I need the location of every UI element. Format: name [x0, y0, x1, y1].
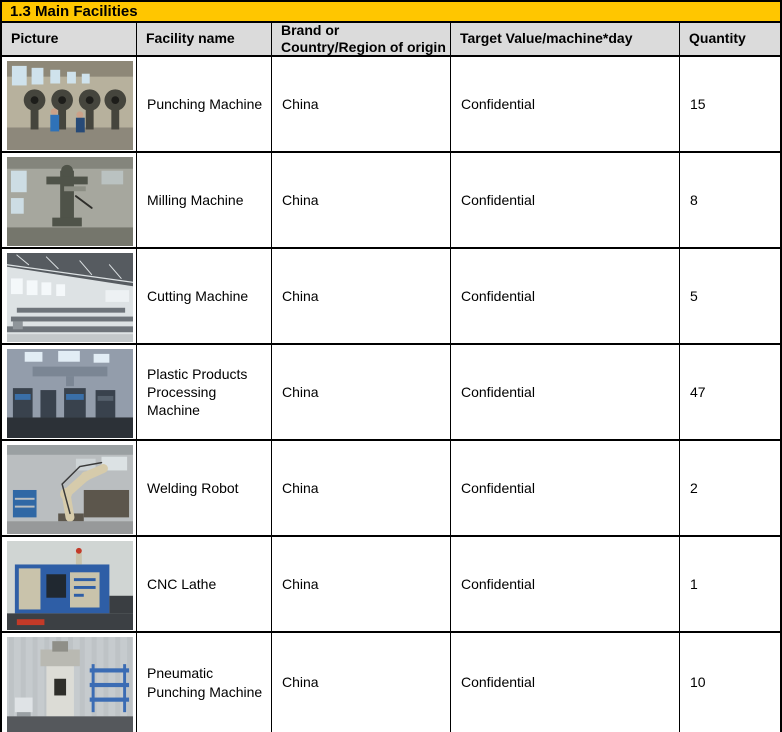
quantity-cell: 47: [690, 383, 706, 400]
brand-origin-cell: China: [272, 633, 451, 732]
quantity-cell: 2: [690, 479, 698, 496]
table-header-row: Picture Facility name Brand or Country/R…: [2, 23, 780, 57]
facility-name-cell: CNC Lathe: [137, 537, 272, 631]
column-header-facility-name: Facility name: [137, 23, 272, 55]
brand-origin-cell: China: [272, 441, 451, 535]
target-value-cell: Confidential: [451, 537, 680, 631]
picture-cell: [2, 345, 137, 439]
table-row: Welding Robot China Confidential 2: [2, 441, 780, 537]
target-value-cell: Confidential: [451, 633, 680, 732]
target-value-cell: Confidential: [451, 441, 680, 535]
target-value-cell: Confidential: [451, 249, 680, 343]
picture-cell: [2, 57, 137, 151]
picture-cell: [2, 249, 137, 343]
facility-name-cell: Welding Robot: [137, 441, 272, 535]
column-header-target-value: Target Value/machine*day: [451, 23, 680, 55]
picture-cell: [2, 153, 137, 247]
table-row: Pneumatic Punching Machine China Confide…: [2, 633, 780, 732]
punching-machine-photo: [7, 61, 133, 150]
facility-name-cell: Pneumatic Punching Machine: [137, 633, 272, 732]
brand-origin-cell: China: [272, 537, 451, 631]
section-title: 1.3 Main Facilities: [10, 3, 138, 20]
quantity-cell: 1: [690, 575, 698, 592]
table-row: Punching Machine China Confidential 15: [2, 57, 780, 153]
section-title-band: 1.3 Main Facilities: [2, 2, 780, 23]
column-header-brand-origin: Brand or Country/Region of origin: [272, 23, 451, 55]
brand-origin-cell: China: [272, 57, 451, 151]
table-row: Plastic Products Processing Machine Chin…: [2, 345, 780, 441]
pneumatic-punching-machine-photo: [7, 637, 133, 732]
table-row: Milling Machine China Confidential 8: [2, 153, 780, 249]
milling-machine-photo: [7, 157, 133, 246]
column-header-quantity: Quantity: [689, 30, 746, 47]
facility-name-cell: Plastic Products Processing Machine: [137, 345, 272, 439]
quantity-cell: 8: [690, 191, 698, 208]
brand-origin-cell: China: [272, 249, 451, 343]
target-value-cell: Confidential: [451, 153, 680, 247]
quantity-cell: 15: [690, 95, 706, 112]
cnc-lathe-photo: [7, 541, 133, 630]
brand-origin-cell: China: [272, 345, 451, 439]
picture-cell: [2, 633, 137, 732]
table-row: CNC Lathe China Confidential 1: [2, 537, 780, 633]
cutting-machine-photo: [7, 253, 133, 342]
picture-cell: [2, 441, 137, 535]
picture-cell: [2, 537, 137, 631]
brand-origin-cell: China: [272, 153, 451, 247]
facility-name-cell: Punching Machine: [137, 57, 272, 151]
table-row: Cutting Machine China Confidential 5: [2, 249, 780, 345]
facility-name-cell: Milling Machine: [137, 153, 272, 247]
target-value-cell: Confidential: [451, 345, 680, 439]
facility-name-cell: Cutting Machine: [137, 249, 272, 343]
column-header-picture: Picture: [2, 23, 137, 55]
quantity-cell: 10: [690, 674, 706, 691]
welding-robot-photo: [7, 445, 133, 534]
plastic-products-processing-machine-photo: [7, 349, 133, 438]
target-value-cell: Confidential: [451, 57, 680, 151]
quantity-cell: 5: [690, 287, 698, 304]
